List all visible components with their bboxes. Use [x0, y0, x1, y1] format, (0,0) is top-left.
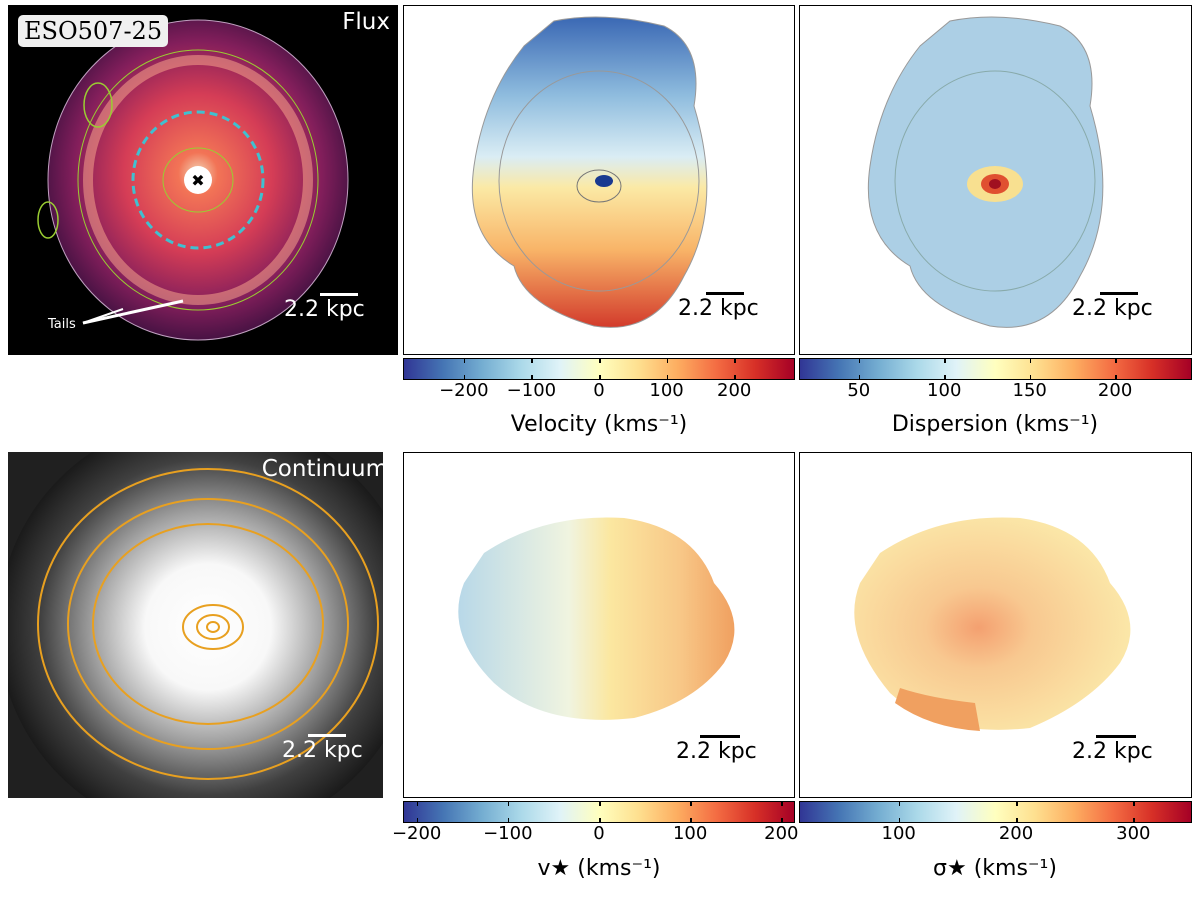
dispersion-tick — [858, 358, 861, 363]
stellar-velocity-tick-label: −100 — [483, 823, 533, 844]
dispersion-tick — [858, 375, 861, 380]
stellar-velocity-tick — [781, 801, 783, 806]
tails-label: Tails — [48, 317, 76, 332]
dispersion-tick-label: 50 — [847, 380, 871, 401]
dispersion-scale-bar — [1100, 292, 1138, 295]
velocity-tick — [666, 375, 669, 380]
flux-panel: ✖ ESO507-25 Flux Tails 2.2 kpc — [8, 5, 398, 355]
velocity-tick — [734, 358, 736, 363]
stellar-velocity-tick — [507, 818, 510, 823]
stellar-velocity-tick — [599, 801, 601, 806]
stellar-dispersion-tick — [1133, 818, 1135, 823]
dispersion-tick — [944, 375, 946, 380]
dispersion-tick — [1029, 375, 1032, 380]
continuum-scale-bar — [308, 734, 346, 737]
velocity-tick — [734, 375, 736, 380]
stellar-velocity-tick-label: −200 — [391, 823, 442, 844]
velocity-colorbar-title: Velocity (kms⁻¹) — [510, 412, 688, 437]
flux-map: ✖ — [37, 19, 349, 341]
stellar-velocity-tick — [690, 801, 692, 806]
velocity-tick-label: 0 — [593, 380, 605, 401]
dispersion-tick — [1029, 358, 1032, 363]
continuum-map — [8, 452, 398, 798]
stellar-dispersion-tick-label: 300 — [1116, 823, 1151, 844]
stellar-velocity-tick — [781, 818, 783, 823]
velocity-tick — [463, 375, 466, 380]
stellar-velocity-map — [458, 517, 735, 720]
stellar-dispersion-tick — [1133, 801, 1135, 806]
center-cross-icon: ✖ — [191, 171, 204, 190]
continuum-panel: Continuum 2.2 kpc — [8, 452, 398, 798]
stellar-velocity-tick — [416, 818, 419, 823]
stellar-velocity-tick-label: 0 — [593, 823, 605, 844]
flux-scale-bar — [320, 293, 358, 296]
continuum-label: Continuum — [261, 456, 388, 482]
dispersion-tick-label: 200 — [1097, 380, 1133, 401]
stellar-dispersion-scale-label: 2.2 kpc — [1072, 739, 1153, 764]
stellar-dispersion-colorbar — [799, 801, 1192, 823]
dispersion-tick — [1115, 375, 1117, 380]
stellar-dispersion-panel: 2.2 kpc — [799, 452, 1192, 798]
velocity-tick-label: 100 — [649, 380, 684, 401]
continuum-scale-label: 2.2 kpc — [282, 738, 363, 763]
stellar-velocity-tick — [416, 801, 419, 806]
velocity-panel: 2.2 kpc — [403, 5, 795, 355]
velocity-tick — [531, 358, 533, 363]
velocity-scale-bar — [706, 292, 744, 295]
dispersion-tick-label: 100 — [927, 380, 962, 401]
stellar-dispersion-tick — [898, 801, 901, 806]
velocity-tick — [666, 358, 669, 363]
dispersion-colorbar-title: Dispersion (kms⁻¹) — [891, 412, 1099, 437]
stellar-velocity-tick — [599, 818, 601, 823]
flux-scale-label: 2.2 kpc — [284, 297, 365, 322]
dispersion-scale-label: 2.2 kpc — [1072, 296, 1153, 321]
dispersion-panel: 2.2 kpc — [799, 5, 1192, 355]
dispersion-tick — [944, 358, 946, 363]
stellar-velocity-colorbar-title: v★ (kms⁻¹) — [537, 856, 661, 881]
stellar-dispersion-tick — [1016, 818, 1018, 823]
velocity-tick-label: −200 — [439, 380, 489, 401]
velocity-tick — [463, 358, 466, 363]
galaxy-name-box: ESO507-25 — [18, 15, 169, 47]
dispersion-colorbar — [799, 358, 1192, 380]
stellar-velocity-tick-label: 200 — [764, 823, 799, 844]
stellar-dispersion-colorbar-title: σ★ (kms⁻¹) — [933, 856, 1057, 881]
stellar-velocity-scale-label: 2.2 kpc — [676, 739, 757, 764]
velocity-scale-label: 2.2 kpc — [678, 296, 759, 321]
stellar-velocity-panel: 2.2 kpc — [403, 452, 795, 798]
velocity-tick — [599, 375, 601, 380]
stellar-velocity-tick — [507, 801, 510, 806]
stellar-dispersion-tick-label: 200 — [998, 823, 1034, 844]
velocity-tick — [599, 358, 601, 363]
velocity-map — [471, 16, 708, 328]
stellar-dispersion-tick — [1016, 801, 1018, 806]
stellar-dispersion-tick — [898, 818, 901, 823]
velocity-tick — [531, 375, 533, 380]
stellar-velocity-scale-bar — [700, 735, 740, 738]
stellar-dispersion-tick-label: 100 — [881, 823, 916, 844]
velocity-tick-label: 200 — [716, 380, 752, 401]
stellar-dispersion-scale-bar — [1096, 735, 1136, 738]
flux-label: Flux — [342, 9, 390, 35]
dispersion-map — [867, 16, 1104, 328]
stellar-velocity-tick — [690, 818, 692, 823]
dispersion-tick-label: 150 — [1012, 380, 1047, 401]
stellar-velocity-tick-label: 100 — [672, 823, 708, 844]
dispersion-tick — [1115, 358, 1117, 363]
stellar-dispersion-map — [854, 517, 1131, 731]
velocity-tick-label: −100 — [506, 380, 557, 401]
